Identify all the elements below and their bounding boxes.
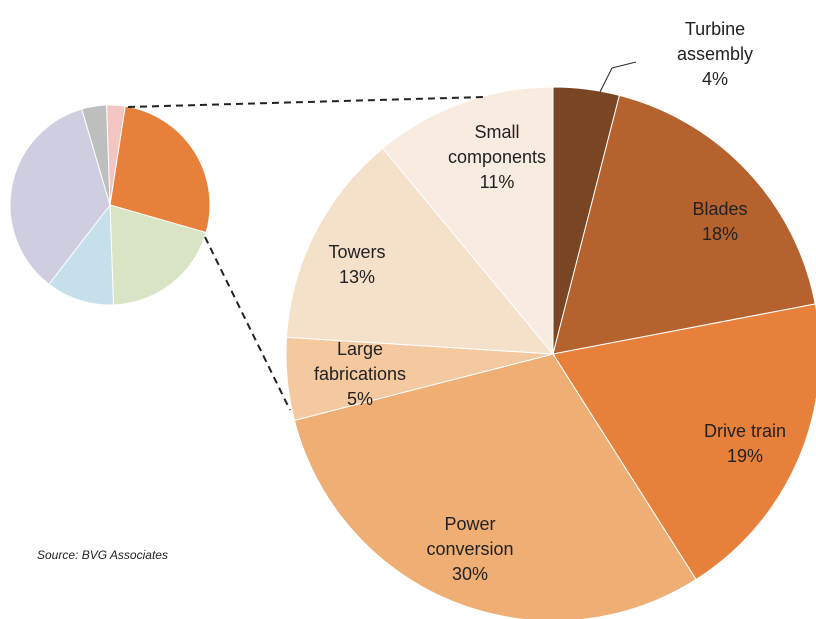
value-label: 18% bbox=[702, 224, 738, 244]
label-line: conversion bbox=[426, 539, 513, 559]
pie-slice bbox=[382, 86, 554, 356]
pie-slice bbox=[109, 105, 211, 234]
zoom-line bbox=[127, 96, 486, 108]
value-label: 30% bbox=[452, 564, 488, 584]
value-label: 11% bbox=[480, 172, 515, 192]
slice-label: Small components bbox=[448, 122, 546, 167]
label-line: Turbine bbox=[685, 19, 745, 39]
pie-slice bbox=[9, 108, 111, 285]
label-line: Drive train bbox=[704, 421, 786, 441]
source: Source: BVG Associates bbox=[37, 548, 168, 562]
pie-slice bbox=[48, 203, 115, 306]
label-line: components bbox=[448, 147, 546, 167]
pie-slice bbox=[552, 94, 816, 355]
label-line: assembly bbox=[677, 44, 753, 64]
slice-label: Large fabrications bbox=[314, 339, 406, 384]
label-line: Small bbox=[474, 122, 519, 142]
value-label: 13% bbox=[339, 267, 375, 287]
pie-slice bbox=[285, 147, 555, 355]
label-line: Large bbox=[337, 339, 383, 359]
pie-slice bbox=[81, 104, 111, 206]
pie-slice bbox=[552, 303, 816, 581]
slice-label: Turbine assembly bbox=[677, 19, 753, 64]
slice-label: Power conversion bbox=[426, 514, 513, 559]
leader-line bbox=[599, 61, 637, 93]
slice-label: Drive train bbox=[704, 421, 786, 441]
slice-label: Towers bbox=[328, 242, 385, 262]
value-label: 5% bbox=[347, 389, 373, 409]
label-line: Towers bbox=[328, 242, 385, 262]
label-line: Blades bbox=[692, 199, 747, 219]
label-line: fabrications bbox=[314, 364, 406, 384]
pie-slice bbox=[109, 204, 207, 306]
slice-label: Blades bbox=[692, 199, 747, 219]
zoom-line bbox=[204, 236, 291, 411]
pie-slice bbox=[293, 353, 697, 619]
value-label: 19% bbox=[727, 446, 763, 466]
label-line: Power bbox=[444, 514, 495, 534]
value-label: 4% bbox=[702, 69, 728, 89]
